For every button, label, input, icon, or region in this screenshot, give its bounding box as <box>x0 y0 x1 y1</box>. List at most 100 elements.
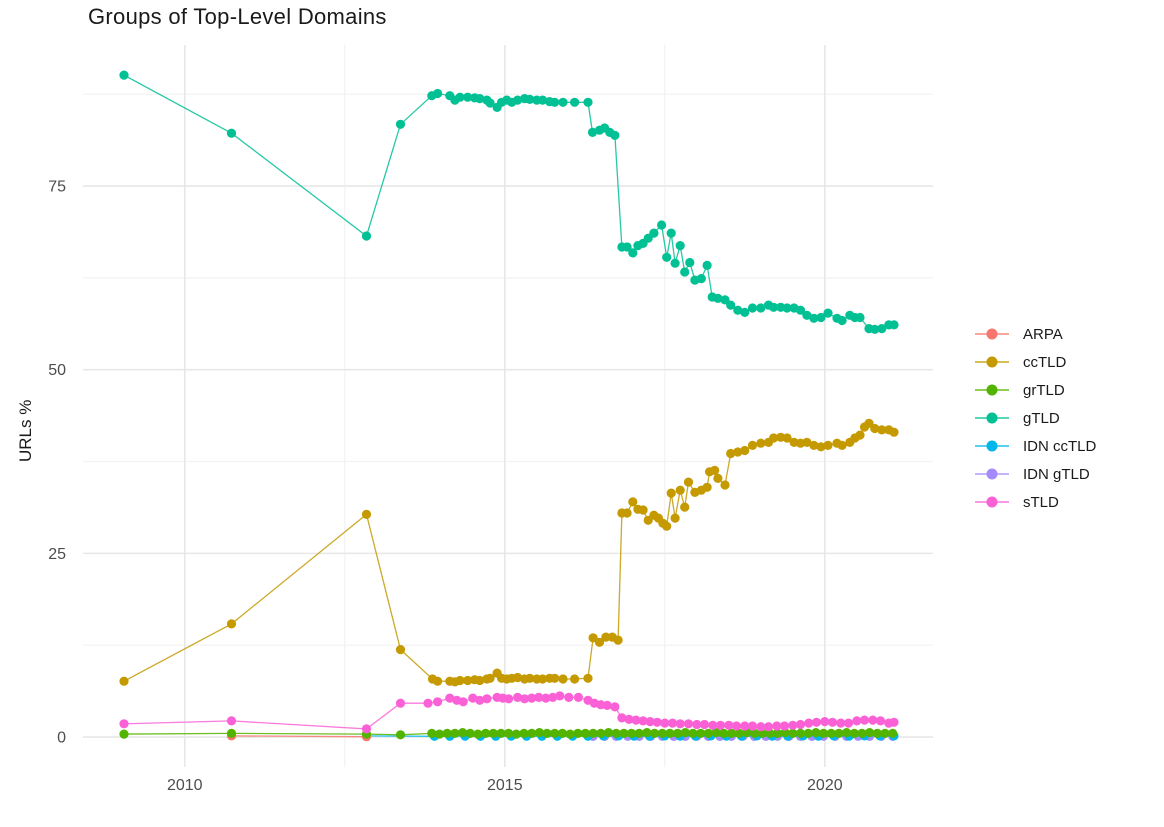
data-point <box>445 693 455 703</box>
data-point <box>788 720 798 730</box>
legend-row-idn-cctld: IDN ccTLD <box>975 432 1096 460</box>
data-point <box>711 728 721 738</box>
data-point <box>468 693 478 703</box>
data-point <box>622 242 632 252</box>
data-point <box>769 433 779 443</box>
legend-label: ARPA <box>1023 325 1063 343</box>
legend-key-icon <box>975 327 1009 341</box>
data-point <box>795 728 806 739</box>
data-point <box>433 88 443 99</box>
data-point <box>720 480 730 490</box>
data-point <box>666 488 676 498</box>
data-point <box>488 728 498 739</box>
data-point <box>433 676 443 686</box>
data-point <box>557 728 568 739</box>
legend-label: gTLD <box>1023 409 1060 427</box>
data-point <box>803 728 813 739</box>
gridlines-minor <box>83 45 933 767</box>
data-point <box>534 692 544 703</box>
data-point <box>638 505 648 515</box>
data-point <box>119 719 129 729</box>
x-tick-label: 2020 <box>807 777 843 794</box>
data-point <box>541 693 551 703</box>
data-point <box>823 440 833 450</box>
data-point <box>872 728 882 739</box>
data-point <box>580 728 591 739</box>
data-point <box>442 728 452 739</box>
data-point <box>610 130 620 140</box>
data-point <box>504 728 514 739</box>
data-point <box>361 231 372 241</box>
legend-label: IDN gTLD <box>1023 465 1090 483</box>
data-point <box>877 324 887 334</box>
data-point <box>395 119 406 129</box>
data-point <box>583 673 593 683</box>
data-point <box>702 482 712 492</box>
data-point <box>710 465 720 475</box>
legend: ARPA ccTLD grTLD gTLD IDN ccTLD IDN gTLD sTLD <box>975 320 1096 516</box>
data-point <box>877 425 887 435</box>
data-point <box>747 303 758 313</box>
data-point <box>680 502 690 512</box>
data-point <box>473 729 483 739</box>
data-point <box>889 320 899 330</box>
data-point <box>696 728 706 739</box>
data-point <box>550 673 560 683</box>
data-point <box>769 302 779 312</box>
data-point <box>713 473 723 483</box>
data-point <box>657 220 667 230</box>
data-point <box>719 728 729 739</box>
data-point <box>726 728 737 739</box>
data-point <box>667 718 678 728</box>
data-point <box>610 702 620 712</box>
data-point <box>889 717 899 727</box>
data-point <box>226 619 237 629</box>
legend-key-icon <box>975 495 1009 509</box>
data-point <box>782 303 792 313</box>
data-point <box>527 693 537 703</box>
data-point <box>458 697 468 707</box>
x-tick-label: 2010 <box>167 777 203 794</box>
series-line <box>123 74 894 330</box>
legend-row-cctld: ccTLD <box>975 348 1096 376</box>
data-point <box>496 728 506 739</box>
data-point <box>733 305 743 315</box>
data-point <box>859 715 870 725</box>
data-point <box>870 423 880 434</box>
data-point <box>795 305 806 315</box>
data-point <box>747 440 758 450</box>
chart-title: Groups of Top-Level Domains <box>88 4 387 29</box>
data-point <box>726 448 736 459</box>
legend-key-icon <box>975 383 1009 397</box>
data-point <box>519 728 529 739</box>
data-point <box>525 94 535 104</box>
data-point <box>756 303 766 313</box>
data-point <box>504 694 514 704</box>
data-point <box>696 274 706 284</box>
data-point <box>733 447 743 457</box>
series-line <box>231 735 367 738</box>
data-point <box>538 95 548 105</box>
legend-row-grtld: grTLD <box>975 376 1096 404</box>
legend-label: IDN ccTLD <box>1023 437 1097 455</box>
data-point <box>601 632 611 642</box>
data-point <box>726 300 736 310</box>
legend-row-stld: sTLD <box>975 488 1096 516</box>
data-point <box>650 728 660 739</box>
data-point <box>804 718 814 728</box>
data-point <box>852 716 862 726</box>
data-point <box>613 635 623 645</box>
y-tick-label: 25 <box>48 546 66 563</box>
data-point <box>513 95 523 105</box>
data-point <box>570 674 580 684</box>
data-point <box>662 252 672 262</box>
legend-row-arpa: ARPA <box>975 320 1096 348</box>
data-point <box>594 637 605 647</box>
legend-row-idn-gtld: IDN gTLD <box>975 460 1096 488</box>
data-point <box>823 308 833 318</box>
data-point <box>827 717 838 727</box>
series-arpa <box>226 731 372 742</box>
data-point <box>361 724 372 734</box>
legend-key-icon <box>975 355 1009 369</box>
